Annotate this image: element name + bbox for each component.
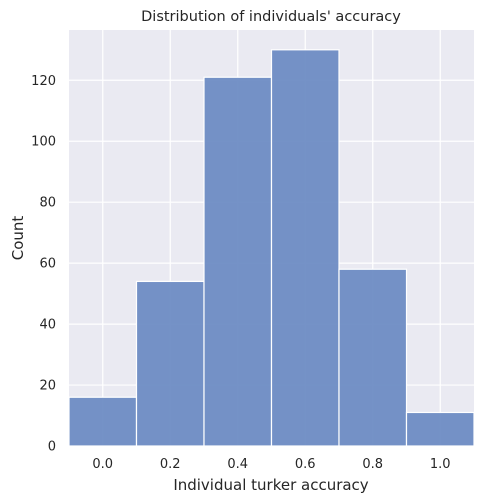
- y-tick-label: 40: [39, 318, 56, 333]
- histogram-bar: [135, 280, 205, 447]
- chart-title: Distribution of individuals' accuracy: [141, 9, 401, 25]
- x-tick-label: 0.2: [160, 457, 181, 472]
- y-tick-label: 60: [39, 257, 56, 272]
- y-tick-label: 20: [39, 379, 56, 394]
- y-tick-label: 80: [39, 196, 56, 211]
- y-axis-label: Count: [9, 216, 27, 261]
- histogram-bar: [68, 396, 138, 447]
- y-tick-label: 120: [31, 74, 56, 89]
- histogram-bar: [405, 411, 475, 447]
- histogram-bar: [203, 76, 273, 447]
- bars-group: [68, 49, 475, 447]
- histogram-bar: [270, 49, 340, 447]
- x-tick-label: 0.6: [295, 457, 316, 472]
- y-tick-label: 100: [31, 135, 56, 150]
- x-tick-label: 1.0: [430, 457, 451, 472]
- y-tick-label: 0: [48, 440, 56, 455]
- y-tick-labels: 0 20 40 60 80 100 120: [31, 74, 56, 455]
- x-tick-label: 0.0: [92, 457, 113, 472]
- histogram-bar: [338, 268, 408, 447]
- x-tick-label: 0.8: [362, 457, 383, 472]
- x-tick-label: 0.4: [227, 457, 248, 472]
- x-axis-label: Individual turker accuracy: [173, 476, 368, 494]
- x-tick-labels: 0.0 0.2 0.4 0.6 0.8 1.0: [92, 457, 450, 472]
